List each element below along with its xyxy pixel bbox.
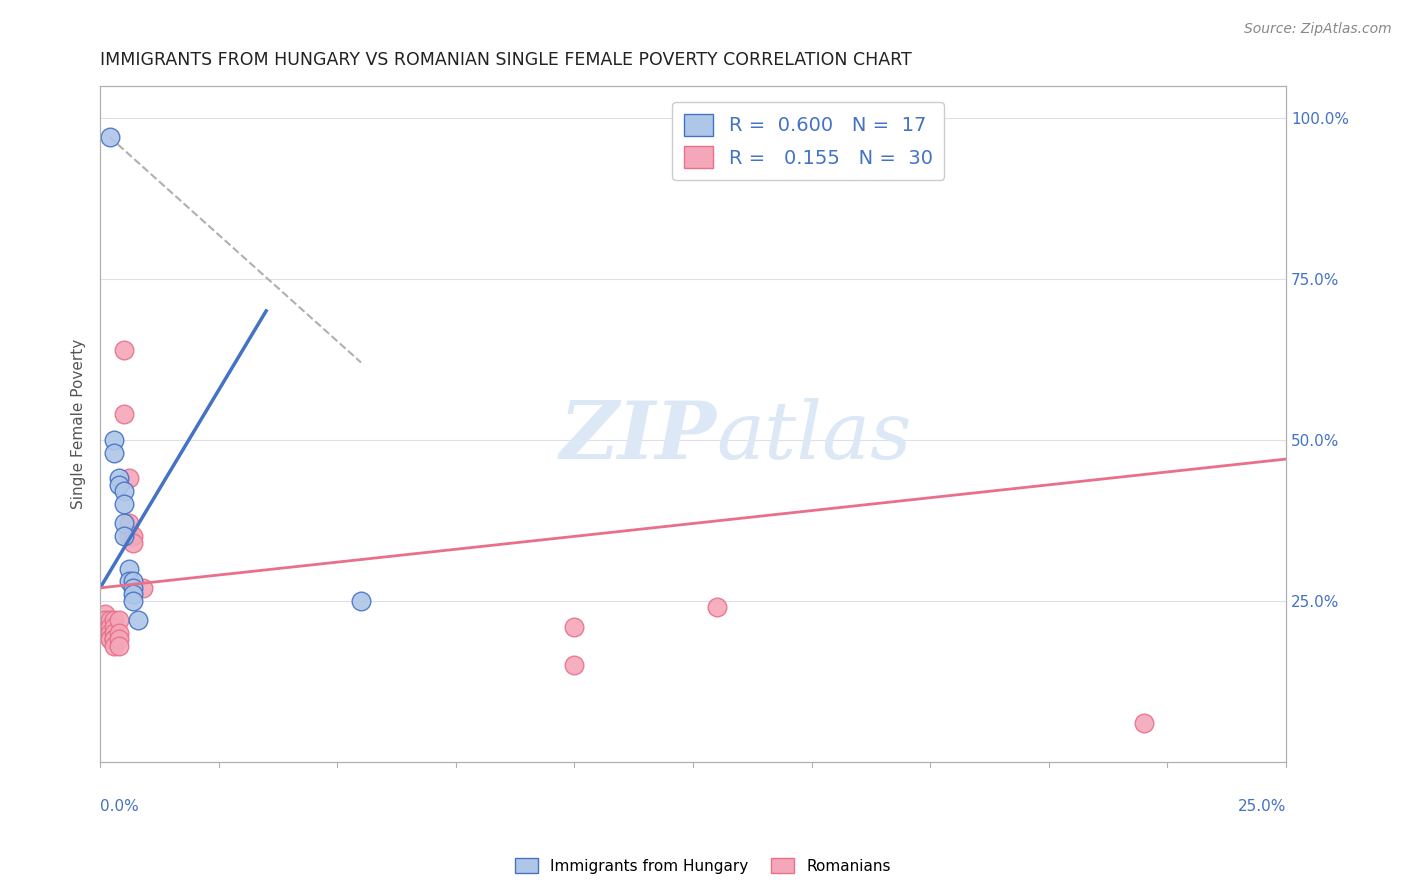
Point [103,619,125,633]
Point [117,561,139,575]
Point [117,516,139,531]
Point [103,632,125,647]
Point [98,613,121,627]
Point [117,529,139,543]
Point [112,497,135,511]
Point [108,639,131,653]
Y-axis label: Single Female Poverty: Single Female Poverty [72,339,86,508]
Legend: R =  0.600   N =  17, R =   0.155   N =  30: R = 0.600 N = 17, R = 0.155 N = 30 [672,102,945,180]
Point [122,529,145,543]
Point [122,581,145,595]
Point [98,626,121,640]
Point [112,343,135,357]
Point [108,471,131,485]
Point [98,632,121,647]
Point [112,407,135,421]
Point [108,632,131,647]
Point [122,594,145,608]
Point [103,632,125,647]
Point [108,478,131,492]
Text: IMMIGRANTS FROM HUNGARY VS ROMANIAN SINGLE FEMALE POVERTY CORRELATION CHART: IMMIGRANTS FROM HUNGARY VS ROMANIAN SING… [100,51,912,69]
Point [98,619,121,633]
Point [350,594,373,608]
Legend: Immigrants from Hungary, Romanians: Immigrants from Hungary, Romanians [509,852,897,880]
Point [108,626,131,640]
Point [103,433,125,447]
Text: Source: ZipAtlas.com: Source: ZipAtlas.com [1244,22,1392,37]
Point [112,529,135,543]
Point [706,600,728,615]
Point [103,613,125,627]
Point [108,613,131,627]
Point [127,613,149,627]
Point [94,607,117,621]
Point [94,619,117,633]
Text: atlas: atlas [717,399,912,476]
Text: 0.0%: 0.0% [100,799,139,814]
Point [94,613,117,627]
Point [122,587,145,601]
Point [103,626,125,640]
Point [122,536,145,550]
Point [112,516,135,531]
Point [564,658,586,673]
Point [564,619,586,633]
Point [122,574,145,589]
Point [1132,716,1154,731]
Text: 25.0%: 25.0% [1237,799,1286,814]
Point [103,445,125,459]
Point [103,639,125,653]
Point [132,581,155,595]
Point [117,574,139,589]
Point [98,130,121,145]
Text: ZIP: ZIP [560,399,717,476]
Point [117,471,139,485]
Point [98,632,121,647]
Point [112,484,135,499]
